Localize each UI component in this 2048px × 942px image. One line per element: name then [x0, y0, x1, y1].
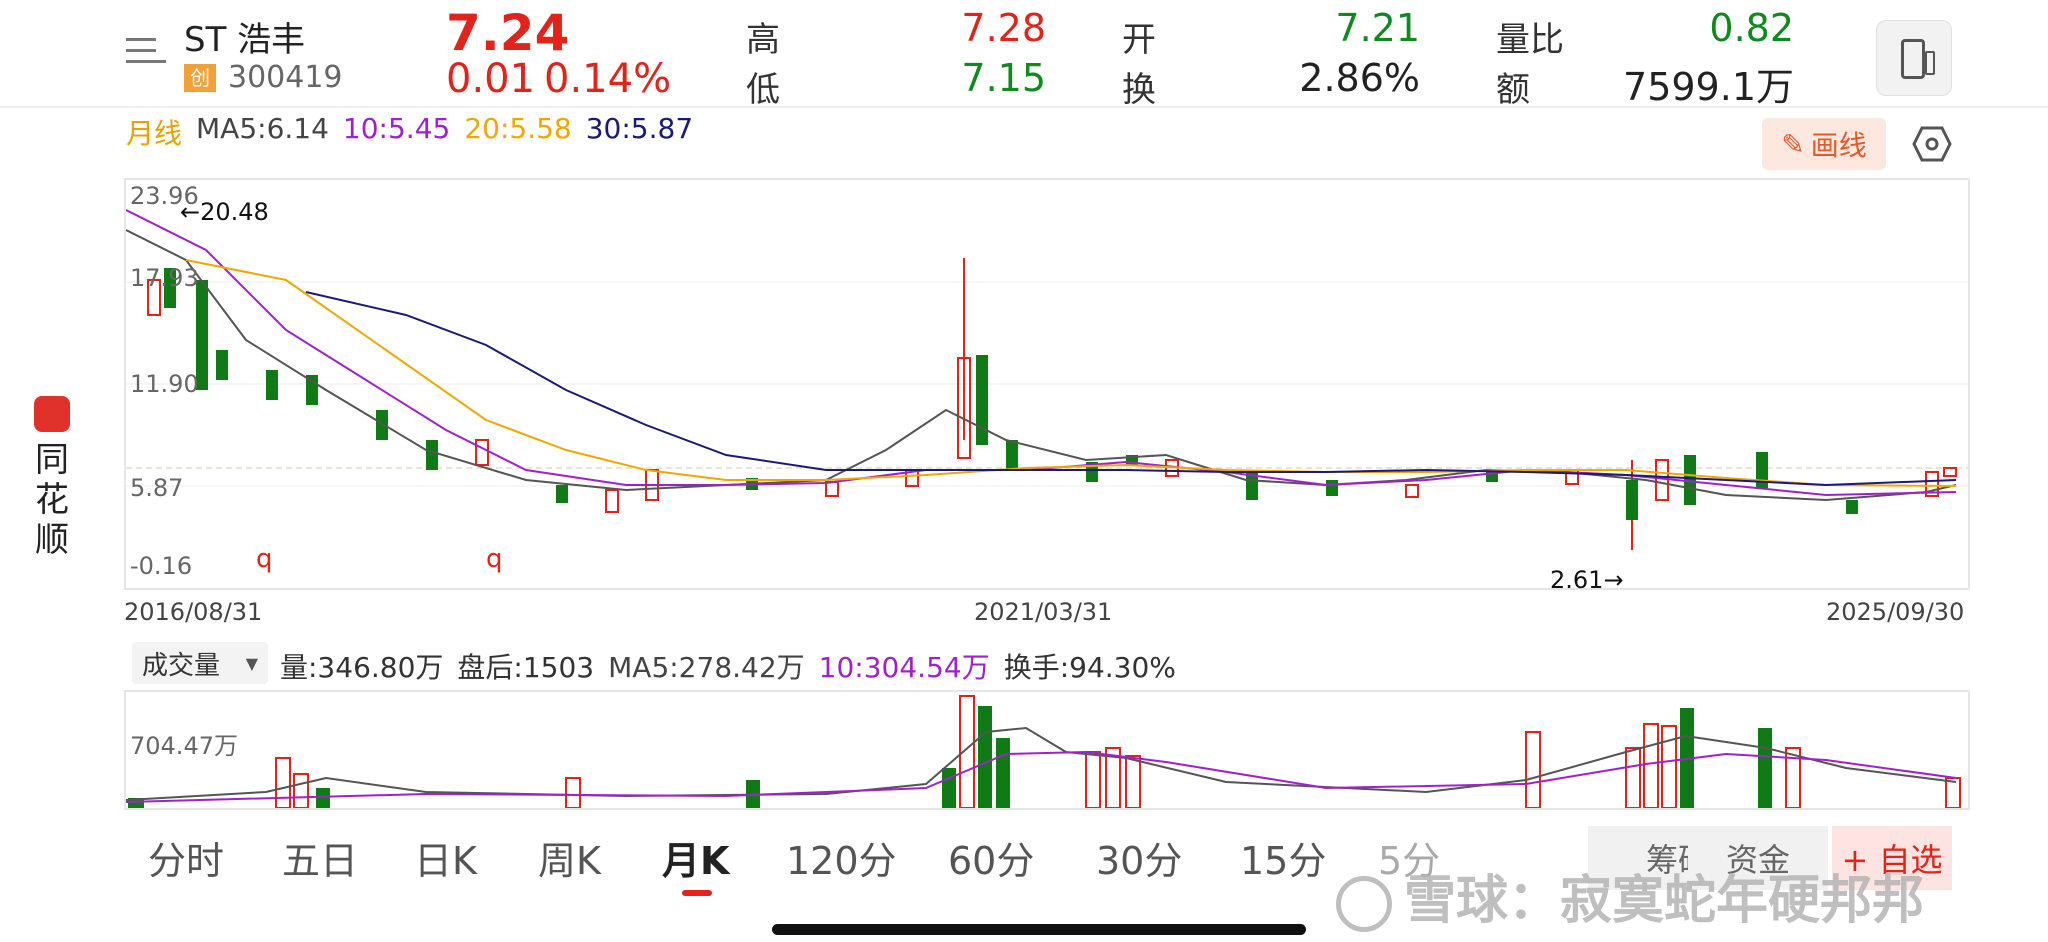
tab-timeshare[interactable]: 分时 — [148, 839, 225, 883]
volume-ratio-label: 量比 — [1496, 20, 1564, 60]
draw-line-label: 画线 — [1810, 129, 1867, 162]
tab-daily-k[interactable]: 日K — [414, 839, 477, 883]
ma5-line — [126, 229, 1957, 502]
tab-5-min[interactable]: 5分 — [1378, 839, 1441, 883]
open-value: 7.21 — [1335, 6, 1420, 50]
low-value: 7.15 — [961, 56, 1046, 100]
pencil-icon: ✎ — [1781, 127, 1805, 161]
watermark: 雪球：寂寞蛇年硬邦邦 — [1336, 858, 1924, 933]
tab-five-day[interactable]: 五日 — [282, 839, 359, 883]
volume-ratio-value: 0.82 — [1709, 6, 1794, 50]
active-tab-indicator — [682, 890, 712, 896]
stock-code: 300419 — [228, 60, 343, 95]
brand-logo-icon — [34, 396, 70, 432]
x-date: 2016/08/31 — [124, 598, 263, 626]
kline-chart[interactable]: 23.96 17.93 11.90 5.87 -0.16 ←20.48 2.61… — [124, 178, 1970, 594]
ma10-value: 10:5.45 — [342, 112, 451, 145]
volume-chart[interactable]: 704.47万 — [124, 690, 1970, 810]
turnover-value: 2.86% — [1299, 56, 1420, 100]
brand-char: 同 — [35, 440, 69, 480]
watermark-text: 雪球：寂寞蛇年硬邦邦 — [1404, 871, 1925, 931]
ma20-line — [185, 259, 1957, 487]
amount-label: 额 — [1496, 70, 1530, 110]
quote-header: ST 浩丰 创 300419 7.24 0.01 0.14% 高 7.28 低 … — [0, 0, 2048, 110]
draw-line-button[interactable]: ✎ 画线 — [1762, 118, 1886, 170]
phone-icon[interactable] — [1876, 20, 1952, 96]
indicator-selector[interactable]: 成交量 ▼ — [132, 642, 268, 684]
min-price-marker: 2.61→ — [1550, 566, 1624, 594]
funds-button[interactable]: 资金 — [1688, 826, 1828, 890]
period-label: 月线 — [126, 117, 183, 150]
volume-bars — [128, 695, 1961, 808]
q-marker: q — [486, 544, 503, 574]
ma20-value: 20:5.58 — [464, 112, 572, 145]
high-label: 高 — [746, 20, 780, 60]
open-label: 开 — [1122, 20, 1156, 60]
chevron-down-icon: ▼ — [245, 653, 258, 673]
last-price: 7.24 — [446, 4, 570, 62]
bottom-action-bar: 筹码 资金 + 自选 — [1588, 826, 1952, 890]
volume-ma10-line — [126, 750, 1957, 803]
tab-15-min[interactable]: 15分 — [1240, 839, 1327, 883]
tonghuashun-brand: 同 花 顺 — [26, 396, 78, 560]
ma-legend: 月线 MA5:6.14 10:5.45 20:5.58 30:5.87 — [126, 112, 693, 152]
y-tick: 17.93 — [130, 264, 199, 292]
volume-turnover: 换手:94.30% — [1003, 651, 1176, 684]
add-watchlist-button[interactable]: + 自选 — [1832, 826, 1952, 890]
ma30-value: 30:5.87 — [585, 112, 694, 145]
y-tick: 11.90 — [130, 370, 199, 398]
tab-monthly-k[interactable]: 月K — [662, 839, 730, 883]
x-date: 2021/03/31 — [974, 598, 1113, 626]
tab-weekly-k[interactable]: 周K — [538, 839, 601, 883]
volume-ma5: MA5:278.42万 — [608, 651, 805, 684]
y-tick: -0.16 — [130, 552, 193, 580]
x-date: 2025/09/30 — [1826, 598, 1965, 626]
ma10-line — [126, 209, 1957, 497]
hexagon-settings-icon[interactable] — [1912, 124, 1952, 164]
header-divider — [0, 106, 2048, 108]
ma30-line — [305, 291, 1957, 487]
snowball-logo-icon — [1336, 876, 1392, 932]
brand-char: 顺 — [35, 520, 69, 560]
tab-120-min[interactable]: 120分 — [786, 839, 897, 883]
low-label: 低 — [746, 70, 780, 110]
stock-name: ST 浩丰 — [184, 20, 306, 60]
home-indicator[interactable] — [772, 924, 1306, 935]
volume-value: 量:346.80万 — [280, 651, 444, 684]
q-marker: q — [256, 544, 273, 574]
funds-label: 资金 — [1725, 841, 1790, 879]
max-price-marker: ←20.48 — [180, 198, 269, 226]
add-watchlist-label: + 自选 — [1841, 841, 1943, 879]
after-hours-value: 盘后:1503 — [457, 651, 595, 684]
ma5-value: MA5:6.14 — [196, 112, 329, 145]
y-tick: 5.87 — [130, 474, 184, 502]
price-change-pct: 0.14% — [544, 56, 672, 102]
volume-y-tick: 704.47万 — [130, 732, 238, 760]
candlestick-series — [147, 258, 1957, 550]
high-value: 7.28 — [961, 6, 1046, 50]
indicator-label: 成交量 — [142, 650, 221, 681]
y-tick: 23.96 — [130, 182, 199, 210]
tab-30-min[interactable]: 30分 — [1096, 839, 1183, 883]
price-change: 0.01 — [446, 56, 536, 102]
brand-char: 花 — [35, 480, 69, 520]
tab-60-min[interactable]: 60分 — [948, 839, 1035, 883]
menu-icon[interactable] — [126, 36, 166, 66]
amount-value: 7599.1万 — [1623, 65, 1794, 109]
volume-ma10: 10:304.54万 — [818, 651, 990, 684]
exchange-badge: 创 — [184, 64, 216, 92]
volume-stats: 量:346.80万 盘后:1503 MA5:278.42万 10:304.54万… — [280, 646, 1176, 686]
turnover-label: 换 — [1122, 70, 1156, 110]
